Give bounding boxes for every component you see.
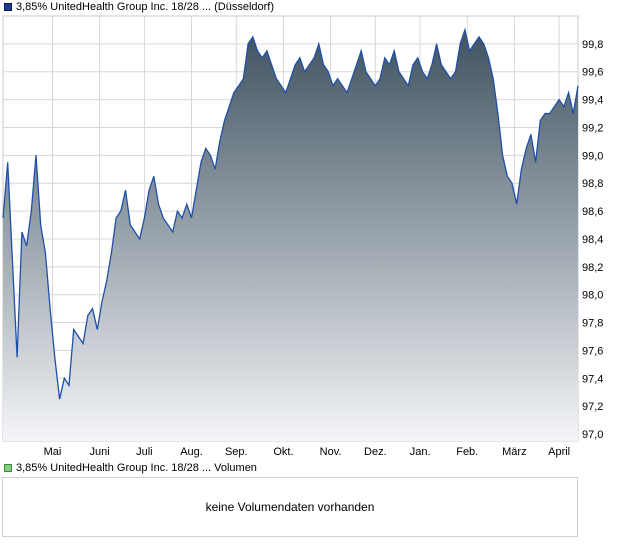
x-tick-label: Aug. [180,446,203,458]
x-tick-label: Jan. [410,446,431,458]
y-tick-label: 98,2 [582,262,603,274]
y-tick-label: 98,0 [582,290,603,302]
y-tick-label: 97,6 [582,345,603,357]
x-tick-label: Mai [44,446,62,458]
price-legend-label: 3,85% UnitedHealth Group Inc. 18/28 ... … [16,1,275,13]
y-tick-label: 99,8 [582,39,603,51]
y-tick-label: 98,8 [582,178,603,190]
price-legend: 3,85% UnitedHealth Group Inc. 18/28 ... … [4,0,274,14]
y-tick-label: 97,4 [582,373,603,385]
volume-legend: 3,85% UnitedHealth Group Inc. 18/28 ... … [4,461,257,475]
y-tick-label: 98,6 [582,206,603,218]
y-tick-label: 97,8 [582,318,603,330]
x-tick-label: Feb. [456,446,478,458]
y-tick-label: 98,4 [582,234,603,246]
y-tick-label: 97,2 [582,401,603,413]
volume-empty-message: keine Volumendaten vorhanden [205,500,375,514]
y-tick-label: 99,2 [582,122,603,134]
x-tick-label: April [548,446,570,458]
price-area [3,29,578,442]
x-tick-label: Sep. [225,446,248,458]
volume-legend-swatch [4,464,12,472]
y-tick-label: 99,0 [582,150,603,162]
x-tick-label: Nov. [320,446,342,458]
y-axis-ticks: 97,0 97,2 97,4 97,6 97,8 98,0 98,2 98,4 98,6 98,8… [582,39,603,441]
price-chart: 97,0 97,2 97,4 97,6 97,8 98,0 98,2 98,4 98,6 98,8… [2,15,603,458]
x-tick-label: Dez. [364,446,387,458]
price-line [2,27,579,400]
volume-panel: keine Volumendaten vorhanden [2,477,578,537]
price-legend-swatch [4,3,12,11]
x-axis-ticks: Mai Juni Juli Aug. Sep. Okt. Nov. Dez. Jan. Feb. M… [44,446,571,458]
y-tick-label: 99,4 [582,95,603,107]
x-tick-label: Juni [90,446,110,458]
y-tick-label: 97,0 [582,429,603,441]
x-tick-label: Juli [136,446,153,458]
x-tick-label: Okt. [273,446,293,458]
y-tick-label: 99,6 [582,67,603,79]
x-tick-label: März [502,446,526,458]
volume-legend-label: 3,85% UnitedHealth Group Inc. 18/28 ... … [16,462,257,474]
